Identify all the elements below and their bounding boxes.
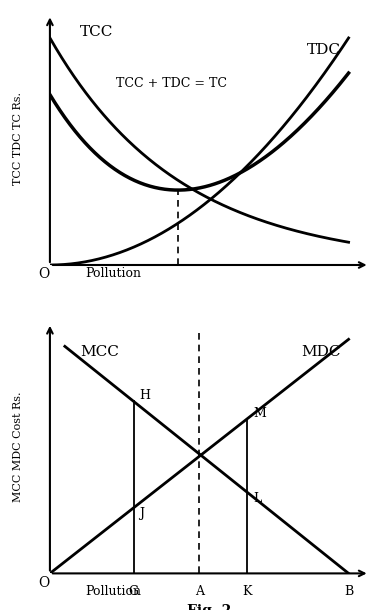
Text: MCC: MCC bbox=[80, 345, 119, 359]
Text: Pollution: Pollution bbox=[86, 267, 142, 281]
Text: L: L bbox=[253, 492, 261, 504]
Text: H: H bbox=[139, 389, 151, 402]
Text: M: M bbox=[253, 407, 266, 420]
Text: O: O bbox=[39, 576, 50, 590]
Text: Fig. 2.: Fig. 2. bbox=[187, 604, 236, 610]
Text: MCC MDC Cost Rs.: MCC MDC Cost Rs. bbox=[13, 392, 23, 502]
Text: K: K bbox=[242, 585, 252, 598]
Text: TCC TDC TC Rs.: TCC TDC TC Rs. bbox=[13, 92, 23, 185]
Text: G: G bbox=[129, 585, 139, 598]
Text: J: J bbox=[139, 508, 144, 520]
Text: TCC: TCC bbox=[80, 24, 113, 38]
Text: TDC: TDC bbox=[307, 43, 341, 57]
Text: O: O bbox=[39, 267, 50, 281]
Text: B: B bbox=[344, 585, 353, 598]
Text: TCC + TDC = TC: TCC + TDC = TC bbox=[116, 77, 227, 90]
Text: MDC: MDC bbox=[301, 345, 340, 359]
Text: Pollution: Pollution bbox=[86, 585, 142, 598]
Text: A: A bbox=[195, 585, 204, 598]
